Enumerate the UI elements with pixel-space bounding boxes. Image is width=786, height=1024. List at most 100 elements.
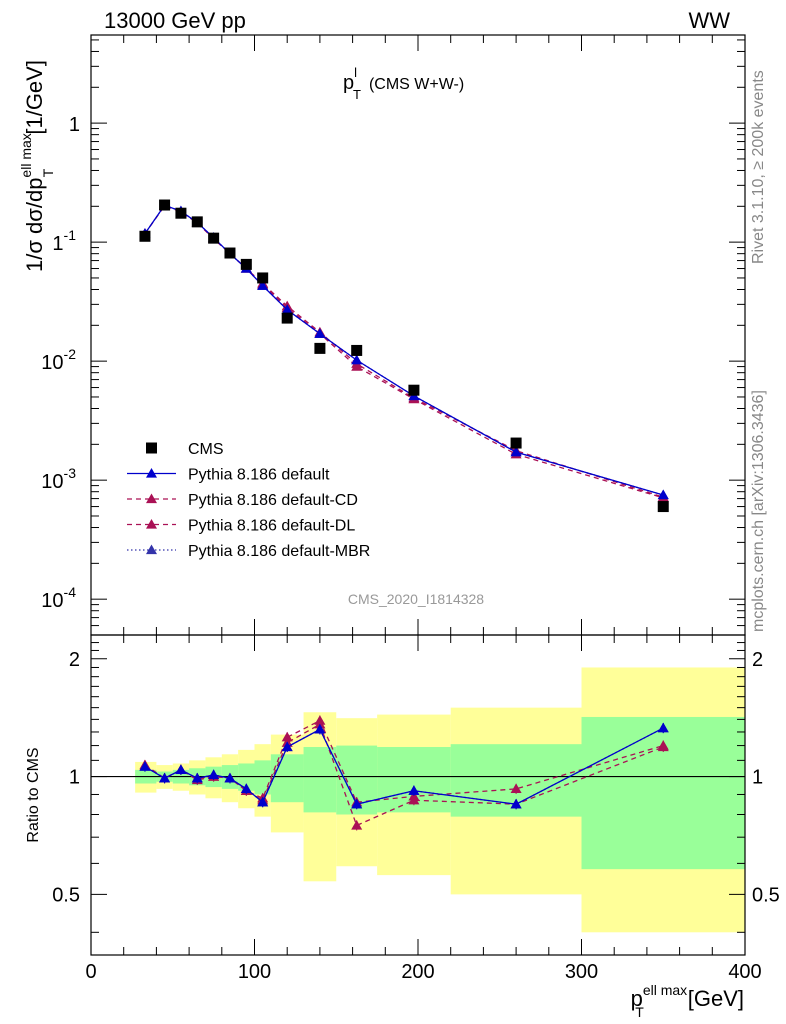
- legend-label: Pythia 8.186 default-CD: [188, 492, 358, 509]
- cms-data-point: [657, 501, 669, 513]
- legend: CMS Pythia 8.186 default Pythia 8.186 defa…: [127, 441, 370, 560]
- main-ylabel-sub: T: [40, 168, 56, 177]
- ytick-exp: -1: [64, 227, 77, 243]
- main-ylabel-unit: [1/GeV]: [22, 60, 47, 135]
- main-ylabel: 1/σ dσ/dpell max T [1/GeV]: [18, 60, 56, 272]
- ratio-point: [314, 718, 326, 729]
- ratio-point: [257, 796, 269, 807]
- main-ylabel-main: 1/σ dσ/dp: [22, 178, 47, 272]
- main-point: [257, 280, 269, 290]
- main-ytick-label: 10-3: [41, 465, 76, 493]
- legend-marker: [146, 519, 157, 529]
- ytick-base: 10: [41, 352, 63, 374]
- cms-data-point: [351, 344, 363, 356]
- main-point: [351, 361, 363, 371]
- ratio-point: [191, 772, 203, 783]
- cms-data-point: [281, 312, 293, 324]
- legend-label: CMS: [188, 441, 224, 458]
- ratio-point: [657, 722, 669, 733]
- xtick-label: 400: [728, 961, 761, 983]
- cms-data-point: [510, 437, 522, 449]
- ratio-point: [281, 741, 293, 752]
- ratio-band-inner: [254, 760, 271, 795]
- cms-data-point: [257, 272, 269, 284]
- x-axis-label: pell max T [GeV]: [631, 982, 744, 1020]
- main-ytick-label: 10-2: [41, 346, 76, 374]
- main-point: [351, 354, 363, 365]
- ratio-point: [139, 761, 151, 771]
- ratio-point: [510, 798, 522, 809]
- ytick-exp: -2: [64, 346, 77, 362]
- analysis-watermark: CMS_2020_I1814328: [348, 591, 484, 607]
- legend-label: Pythia 8.186 default-MBR: [188, 543, 370, 560]
- ratio-point: [224, 772, 236, 783]
- ytick-base: 10: [41, 471, 63, 493]
- ratio-ytick-label: 1: [69, 767, 80, 789]
- rivet-label: Rivet 3.1.10, ≥ 200k events: [750, 70, 767, 264]
- main-point: [281, 304, 293, 314]
- xtick-label: 100: [238, 961, 271, 983]
- main-title-sub: T: [353, 87, 361, 102]
- main-point: [657, 489, 669, 500]
- ratio-band-inner: [270, 754, 304, 803]
- legend-label: Pythia 8.186 default: [188, 467, 330, 484]
- main-ytick-label: 10-4: [41, 584, 76, 612]
- main-title-p: p: [343, 72, 354, 94]
- xtick-label: 200: [401, 961, 434, 983]
- ratio-point: [314, 723, 326, 734]
- cms-data-point: [408, 384, 420, 396]
- cms-data-point: [175, 207, 187, 219]
- ytick-exp: -4: [64, 584, 77, 600]
- xtick-label: 300: [565, 961, 598, 983]
- ratio-point: [159, 772, 171, 783]
- ratio-band-inner: [303, 747, 337, 813]
- main-title: pl T (CMS W+W-): [343, 65, 464, 102]
- xlabel-sup: ell max: [643, 982, 687, 998]
- legend-marker: [146, 544, 157, 555]
- ratio-ytick-label: 0.5: [52, 884, 80, 906]
- ratio-point: [351, 819, 363, 830]
- ratio-panel: 0.5 0.5 1 1 2 2 0 100 200 300 400: [52, 634, 780, 983]
- cms-data-point: [314, 342, 326, 354]
- ytick-base: 1: [52, 233, 63, 255]
- ratio-ytick-label-right: 2: [752, 649, 763, 671]
- ratio-ytick-label-right: 0.5: [752, 884, 780, 906]
- ratio-point: [208, 769, 220, 779]
- ratio-point: [408, 785, 420, 795]
- ratio-ytick-label-right: 1: [752, 767, 763, 789]
- cms-data-point: [224, 247, 236, 259]
- ratio-point: [408, 794, 420, 805]
- legend-marker: [146, 468, 157, 478]
- cms-data-point: [139, 230, 151, 242]
- ratio-point: [175, 764, 187, 775]
- xlabel-sub: T: [635, 1004, 644, 1020]
- main-ylabel-sup: ell max: [18, 133, 34, 177]
- cms-data-point: [240, 258, 252, 270]
- main-point: [314, 328, 326, 338]
- ratio-point: [657, 741, 669, 752]
- ratio-point: [510, 783, 522, 794]
- main-point: [510, 446, 522, 457]
- ratio-ytick-label: 2: [69, 649, 80, 671]
- header-right: WW: [688, 8, 730, 33]
- xlabel-unit: [GeV]: [688, 986, 744, 1011]
- xlabel-p: p: [631, 986, 643, 1011]
- main-panel: CMS Pythia 8.186 default Pythia 8.186 defa…: [41, 34, 746, 636]
- ratio-band-inner: [581, 716, 745, 870]
- main-title-suffix: (CMS W+W-): [369, 76, 464, 93]
- legend-marker: [146, 493, 157, 504]
- ratio-point: [351, 798, 363, 809]
- ratio-point: [281, 731, 293, 742]
- cms-data-point: [191, 216, 203, 228]
- xtick-label: 0: [85, 961, 96, 983]
- mcplots-label: mcplots.cern.ch [arXiv:1306.3436]: [750, 390, 767, 632]
- main-title-sup: l: [354, 65, 357, 80]
- header-left: 13000 GeV pp: [104, 8, 246, 33]
- main-ytick-label: 1-1: [52, 227, 76, 255]
- ratio-point: [240, 783, 252, 794]
- ytick-base: 10: [41, 590, 63, 612]
- cms-data-point: [159, 199, 171, 211]
- ytick-exp: -3: [64, 465, 77, 481]
- ratio-ylabel: Ratio to CMS: [25, 747, 42, 842]
